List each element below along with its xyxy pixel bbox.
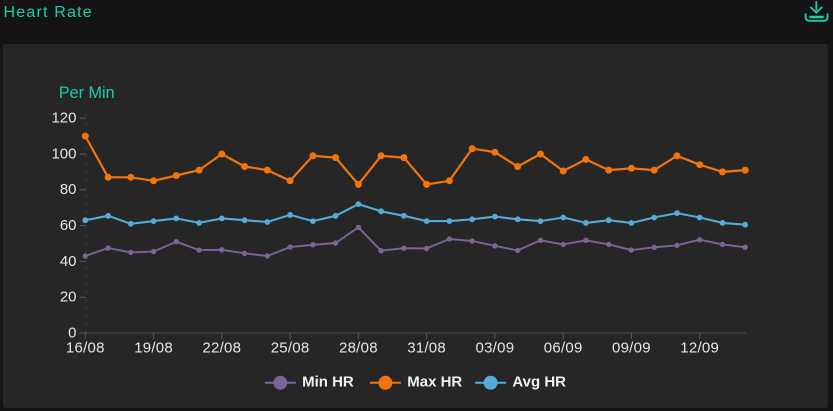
svg-text:09/09: 09/09 xyxy=(612,339,651,356)
svg-text:Avg HR: Avg HR xyxy=(512,373,566,390)
svg-text:31/08: 31/08 xyxy=(407,339,446,356)
svg-text:100: 100 xyxy=(51,145,76,162)
svg-text:120: 120 xyxy=(51,110,76,127)
svg-text:40: 40 xyxy=(60,253,77,270)
svg-text:Min HR: Min HR xyxy=(302,373,354,390)
svg-text:12/09: 12/09 xyxy=(680,339,719,356)
svg-text:20: 20 xyxy=(60,289,77,306)
svg-text:22/08: 22/08 xyxy=(202,339,241,356)
svg-text:0: 0 xyxy=(68,324,76,341)
svg-text:19/08: 19/08 xyxy=(134,339,173,356)
svg-text:06/09: 06/09 xyxy=(544,339,583,356)
svg-text:03/09: 03/09 xyxy=(476,339,515,356)
svg-text:25/08: 25/08 xyxy=(271,339,310,356)
svg-text:Heart Rate: Heart Rate xyxy=(4,4,93,21)
svg-text:Max HR: Max HR xyxy=(407,373,462,390)
svg-text:28/08: 28/08 xyxy=(339,339,378,356)
svg-text:60: 60 xyxy=(60,217,77,234)
svg-text:16/08: 16/08 xyxy=(66,339,105,356)
svg-text:80: 80 xyxy=(60,181,77,198)
svg-text:Per Min: Per Min xyxy=(59,84,115,102)
